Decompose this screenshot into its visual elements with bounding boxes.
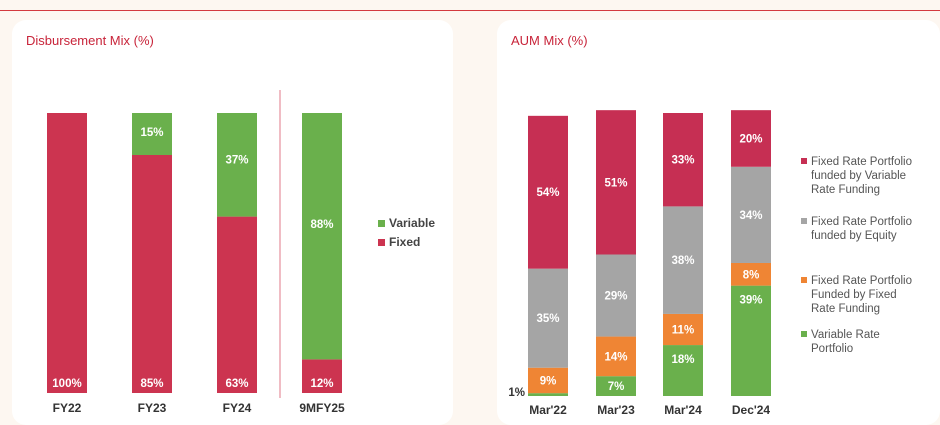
bar-variable-fy23: [132, 113, 172, 155]
legend-label-line: Variable Rate: [811, 329, 880, 341]
data-label-fixed-rate-portfolio-funded-by-fixed-rate-funding-dec-24: 8%: [743, 269, 760, 281]
data-label-variable-fy23: 15%: [140, 127, 163, 139]
bar-fixed-rate-portfolio-funded-by-fixed-rate-funding-dec-24: [731, 262, 771, 286]
data-label-fixed-rate-portfolio-funded-by-equity-mar-24: 38%: [671, 255, 694, 267]
data-label-fixed-fy22: 100%: [52, 378, 81, 390]
category-label-mar-23: Mar'23: [597, 403, 635, 417]
category-label-fy24: FY24: [223, 401, 252, 415]
category-label-fy22: FY22: [53, 401, 82, 415]
category-label-dec-24: Dec'24: [732, 403, 771, 417]
data-label-fixed-rate-portfolio-funded-by-variable-rate-funding-mar-24: 33%: [671, 155, 694, 167]
legend-label-line: Rate Funding: [811, 184, 880, 196]
data-label-fixed-rate-portfolio-funded-by-fixed-rate-funding-mar-24: 11%: [672, 324, 694, 336]
bar-fixed-rate-portfolio-funded-by-equity-dec-24: [731, 166, 771, 263]
legend-label-line: Fixed Rate Portfolio: [811, 275, 912, 287]
legend-swatch-variable: [378, 220, 385, 227]
category-label-mar-24: Mar'24: [664, 403, 702, 417]
bar-variable-rate-portfolio-mar-23: [596, 376, 636, 396]
data-label-fixed-fy24: 63%: [225, 378, 248, 390]
legend-label-line: funded by Variable: [811, 170, 906, 182]
top-divider-line: [0, 10, 940, 11]
data-label-variable-rate-portfolio-mar-24: 18%: [671, 354, 694, 366]
aum-chart-title: AUM Mix (%): [511, 33, 588, 48]
legend-label-line: Fixed Rate Portfolio: [811, 216, 912, 228]
bar-fixed-rate-portfolio-funded-by-fixed-rate-funding-mar-23: [596, 336, 636, 377]
data-label-fixed-rate-portfolio-funded-by-equity-dec-24: 34%: [739, 210, 762, 222]
bar-fixed-rate-portfolio-funded-by-variable-rate-funding-mar-24: [663, 113, 703, 207]
bar-fixed-9mfy25: [302, 359, 342, 393]
data-label-fixed-fy23: 85%: [140, 378, 163, 390]
aum-mix-panel: AUM Mix (%) 1% 9% 35% 54% Mar'22 7% 14% 29% 51% M…: [497, 20, 940, 425]
bar-fixed-rate-portfolio-funded-by-equity-mar-23: [596, 254, 636, 337]
bar-fixed-fy24: [217, 216, 257, 393]
category-label-9mfy25: 9MFY25: [299, 401, 345, 415]
data-label-fixed-rate-portfolio-funded-by-equity-mar-22: 35%: [536, 313, 559, 325]
category-label-mar-22: Mar'22: [529, 403, 567, 417]
bar-fixed-rate-portfolio-funded-by-variable-rate-funding-mar-23: [596, 110, 636, 255]
disbursement-chart: 100% FY22 85% 15% FY23 63% 37% FY24 12% 88% 9MFY25…: [47, 90, 435, 415]
legend-label-fixed: Fixed: [389, 235, 420, 249]
data-label-fixed-rate-portfolio-funded-by-fixed-rate-funding-mar-23: 14%: [604, 351, 627, 363]
data-label-variable-rate-portfolio-mar-23: 7%: [608, 381, 625, 393]
data-label-fixed-rate-portfolio-funded-by-variable-rate-funding-mar-22: 54%: [536, 187, 559, 199]
bar-fixed-rate-portfolio-funded-by-equity-mar-24: [663, 206, 703, 314]
bar-fixed-fy22: [47, 113, 87, 393]
legend-label-variable: Variable: [389, 216, 435, 230]
legend-label-line: Rate Funding: [811, 303, 880, 315]
bar-fixed-rate-portfolio-funded-by-variable-rate-funding-mar-22: [528, 115, 568, 269]
data-label-variable-rate-portfolio-dec-24: 39%: [739, 295, 762, 307]
disbursement-chart-title: Disbursement Mix (%): [26, 33, 154, 48]
data-label-variable-fy24: 37%: [225, 155, 248, 167]
bar-variable-rate-portfolio-dec-24: [731, 285, 771, 396]
data-label-fixed-rate-portfolio-funded-by-variable-rate-funding-dec-24: 20%: [739, 133, 762, 145]
bar-fixed-rate-portfolio-funded-by-variable-rate-funding-dec-24: [731, 110, 771, 167]
data-label-fixed-9mfy25: 12%: [310, 378, 333, 390]
bar-variable-fy24: [217, 113, 257, 217]
legend-swatch-2: [801, 277, 807, 283]
aum-chart: 1% 9% 35% 54% Mar'22 7% 14% 29% 51% Mar'23 18% 11% 3…: [508, 110, 912, 417]
legend-label-line: Funded by Fixed: [811, 289, 897, 301]
data-label-variable-9mfy25: 88%: [310, 219, 333, 231]
data-label-fixed-rate-portfolio-funded-by-variable-rate-funding-mar-23: 51%: [604, 177, 627, 189]
bar-variable-rate-portfolio-mar-22: [528, 393, 568, 396]
category-label-fy23: FY23: [138, 401, 167, 415]
bar-fixed-rate-portfolio-funded-by-fixed-rate-funding-mar-22: [528, 367, 568, 394]
bar-fixed-rate-portfolio-funded-by-equity-mar-22: [528, 268, 568, 368]
legend-label-line: funded by Equity: [811, 230, 897, 242]
legend-swatch-1: [801, 218, 807, 224]
data-label-variable-rate-portfolio-mar-22: 1%: [508, 387, 525, 399]
legend-swatch-3: [801, 331, 807, 337]
bar-variable-rate-portfolio-mar-24: [663, 345, 703, 396]
bar-variable-9mfy25: [302, 113, 342, 360]
bar-fixed-rate-portfolio-funded-by-fixed-rate-funding-mar-24: [663, 313, 703, 346]
legend-swatch-fixed: [378, 239, 385, 246]
legend-label-line: Fixed Rate Portfolio: [811, 156, 912, 168]
legend-swatch-0: [801, 158, 807, 164]
data-label-fixed-rate-portfolio-funded-by-equity-mar-23: 29%: [604, 291, 627, 303]
data-label-fixed-rate-portfolio-funded-by-fixed-rate-funding-mar-22: 9%: [540, 375, 557, 387]
bar-fixed-fy23: [132, 155, 172, 393]
disbursement-mix-panel: Disbursement Mix (%) 100% FY22 85% 15% FY23 6…: [12, 20, 453, 425]
legend-label-line: Portfolio: [811, 343, 853, 355]
